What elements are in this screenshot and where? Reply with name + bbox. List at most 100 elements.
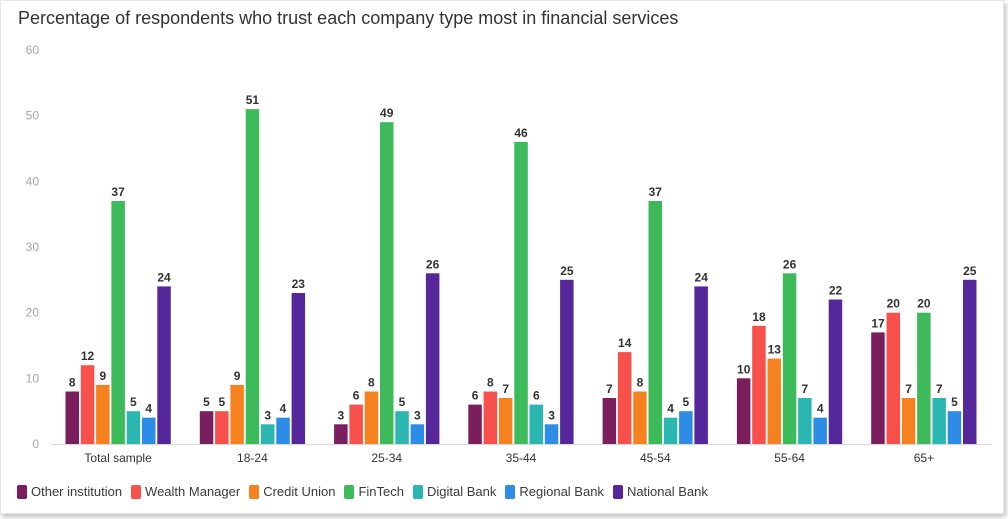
- y-tick-label: 0: [32, 437, 39, 451]
- bar: [694, 286, 708, 444]
- bar: [498, 398, 513, 444]
- bar: [782, 273, 797, 444]
- data-label: 25: [963, 264, 977, 278]
- bar: [468, 404, 482, 444]
- bar: [901, 398, 916, 444]
- data-label: 5: [203, 395, 210, 409]
- legend-label: FinTech: [358, 484, 404, 499]
- bar: [963, 279, 977, 444]
- bar: [126, 411, 141, 444]
- bar: [395, 411, 409, 444]
- data-label: 8: [487, 376, 494, 390]
- data-label: 37: [649, 185, 663, 199]
- data-label: 7: [606, 382, 613, 396]
- data-label: 5: [218, 395, 225, 409]
- bar: [648, 201, 662, 444]
- legend-item[interactable]: Digital Bank: [413, 484, 496, 499]
- bar: [230, 384, 244, 444]
- data-label: 23: [292, 277, 306, 291]
- data-label: 24: [695, 270, 709, 284]
- bar: [813, 417, 827, 444]
- data-label: 6: [472, 389, 479, 403]
- legend-swatch: [17, 484, 27, 499]
- legend-item[interactable]: Wealth Manager: [131, 484, 240, 499]
- data-label: 24: [157, 270, 171, 284]
- data-label: 4: [817, 402, 824, 416]
- x-tick-label: 35-44: [506, 451, 537, 465]
- bar: [679, 411, 693, 444]
- bar: [947, 411, 962, 444]
- legend-swatch: [249, 484, 260, 499]
- bar: [349, 404, 363, 444]
- bar: [215, 411, 229, 444]
- data-label: 4: [145, 402, 152, 416]
- legend-swatch: [131, 484, 142, 499]
- bar: [334, 424, 348, 444]
- data-label: 9: [99, 369, 106, 383]
- data-label: 46: [514, 126, 528, 140]
- legend-swatch: [612, 484, 623, 499]
- x-tick-label: 18-24: [237, 451, 268, 465]
- legend-label: Regional Bank: [519, 484, 604, 499]
- data-label: 20: [887, 297, 901, 311]
- chart-title: Percentage of respondents who trust each…: [18, 8, 679, 28]
- bar: [917, 312, 931, 444]
- data-label: 25: [560, 264, 574, 278]
- bar: [380, 122, 394, 444]
- data-label: 3: [264, 408, 271, 422]
- data-label: 8: [637, 376, 644, 390]
- bar: [752, 325, 766, 444]
- bar: [245, 109, 260, 444]
- data-label: 17: [871, 316, 885, 330]
- bar: [483, 391, 498, 444]
- data-label: 13: [768, 343, 782, 357]
- data-label: 5: [130, 395, 137, 409]
- bar: [529, 404, 543, 444]
- data-label: 3: [548, 408, 555, 422]
- legend-swatch: [413, 484, 423, 499]
- data-label: 7: [802, 382, 809, 396]
- data-label: 8: [69, 376, 76, 390]
- data-label: 14: [618, 336, 632, 350]
- data-label: 7: [905, 382, 912, 396]
- data-label: 18: [752, 310, 766, 324]
- bar: [514, 141, 528, 444]
- bar: [663, 417, 678, 444]
- y-tick-label: 20: [26, 306, 40, 320]
- legend-item[interactable]: FinTech: [344, 484, 404, 499]
- data-label: 3: [414, 408, 421, 422]
- bar: [199, 411, 214, 444]
- data-label: 5: [399, 395, 406, 409]
- legend-label: National Bank: [626, 484, 708, 499]
- data-label: 5: [951, 395, 958, 409]
- bar: [364, 391, 379, 444]
- bar: [633, 391, 647, 444]
- data-label: 9: [234, 369, 241, 383]
- data-label: 49: [380, 106, 394, 120]
- data-label: 5: [683, 395, 690, 409]
- y-tick-label: 30: [26, 240, 40, 254]
- bar: [291, 293, 306, 444]
- legend-item[interactable]: National Bank: [612, 484, 708, 499]
- legend-item[interactable]: Regional Bank: [505, 484, 604, 499]
- bar: [736, 378, 751, 444]
- y-tick-label: 10: [26, 371, 40, 385]
- data-label: 12: [81, 349, 95, 363]
- data-label: 8: [368, 376, 375, 390]
- data-label: 26: [426, 257, 440, 271]
- data-label: 3: [337, 408, 344, 422]
- data-label: 7: [936, 382, 943, 396]
- bar: [886, 312, 900, 444]
- bar: [544, 424, 559, 444]
- legend-item[interactable]: Credit Union: [249, 484, 335, 499]
- data-label: 51: [246, 93, 260, 107]
- y-tick-label: 50: [26, 109, 40, 123]
- data-label: 4: [667, 402, 674, 416]
- bar: [142, 417, 156, 444]
- data-label: 20: [917, 297, 931, 311]
- bar: [425, 273, 440, 444]
- legend-item[interactable]: Other institution: [17, 484, 122, 499]
- data-label: 4: [280, 402, 287, 416]
